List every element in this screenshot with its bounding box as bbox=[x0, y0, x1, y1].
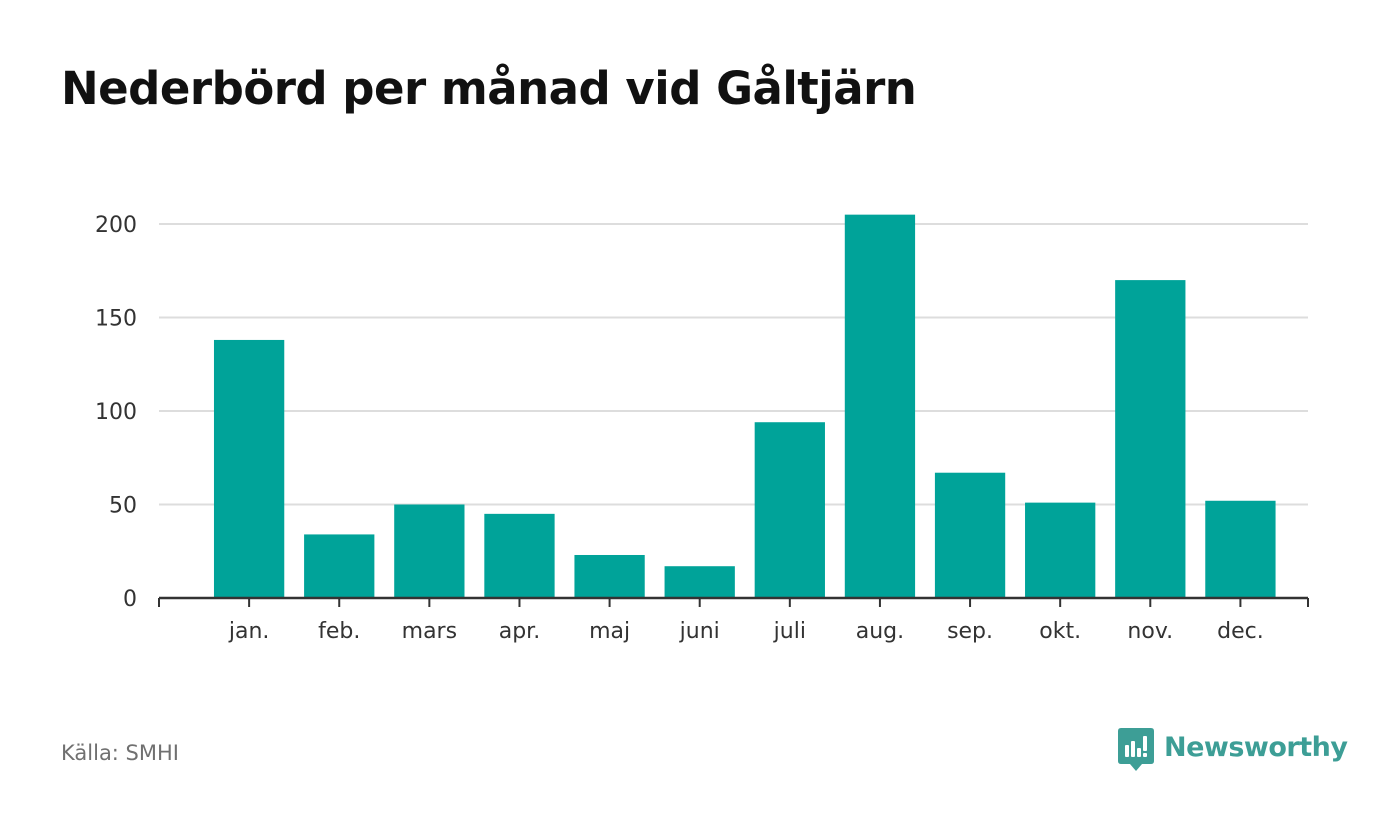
bar-apr bbox=[484, 513, 555, 598]
x-tick-label: apr. bbox=[499, 619, 540, 644]
y-tick-label: 0 bbox=[123, 587, 137, 612]
x-tick-label: maj bbox=[589, 619, 630, 644]
x-tick-label: dec. bbox=[1217, 619, 1264, 644]
y-axis-tick-labels: 0 50 100 150 200 bbox=[95, 213, 137, 612]
x-tick-label: nov. bbox=[1127, 619, 1173, 644]
bar-nov bbox=[1115, 280, 1186, 598]
bars bbox=[213, 214, 1276, 598]
bar-okt bbox=[1025, 502, 1096, 598]
x-tick-label: jan. bbox=[228, 619, 270, 644]
bar-chart: 0 50 100 150 200 jan. feb. mars apr. maj juni juli… bbox=[95, 213, 1309, 644]
newsworthy-chart-bubble-icon bbox=[1118, 728, 1154, 771]
x-tick-label: juli bbox=[773, 619, 806, 644]
bar-feb bbox=[304, 534, 375, 598]
bar-mars bbox=[394, 504, 465, 598]
x-tick-label: juni bbox=[679, 619, 720, 644]
bar-dec bbox=[1205, 500, 1276, 598]
x-tick-label: aug. bbox=[856, 619, 904, 644]
bar-aug bbox=[844, 214, 916, 598]
x-tick-label: feb. bbox=[318, 619, 360, 644]
source-note: Källa: SMHI bbox=[61, 741, 179, 765]
bar-sep bbox=[934, 472, 1006, 598]
x-axis bbox=[158, 596, 1309, 607]
x-tick-label: mars bbox=[402, 619, 457, 644]
bar-jan bbox=[213, 339, 285, 598]
brand-name: Newsworthy bbox=[1164, 731, 1348, 763]
bar-maj bbox=[574, 554, 645, 598]
bar-juli bbox=[754, 422, 825, 598]
x-tick-label: sep. bbox=[947, 619, 993, 644]
x-axis-tick-labels: jan. feb. mars apr. maj juni juli aug. sep. okt. n… bbox=[228, 619, 1264, 644]
y-tick-label: 100 bbox=[95, 400, 137, 425]
chart-title: Nederbörd per månad vid Gåltjärn bbox=[61, 62, 917, 115]
bar-juni bbox=[664, 566, 735, 598]
y-tick-label: 200 bbox=[95, 213, 137, 238]
y-tick-label: 50 bbox=[109, 494, 137, 519]
y-tick-label: 150 bbox=[95, 307, 137, 332]
x-tick-label: okt. bbox=[1039, 619, 1081, 644]
newsworthy-logo[interactable]: Newsworthy bbox=[1118, 727, 1348, 773]
